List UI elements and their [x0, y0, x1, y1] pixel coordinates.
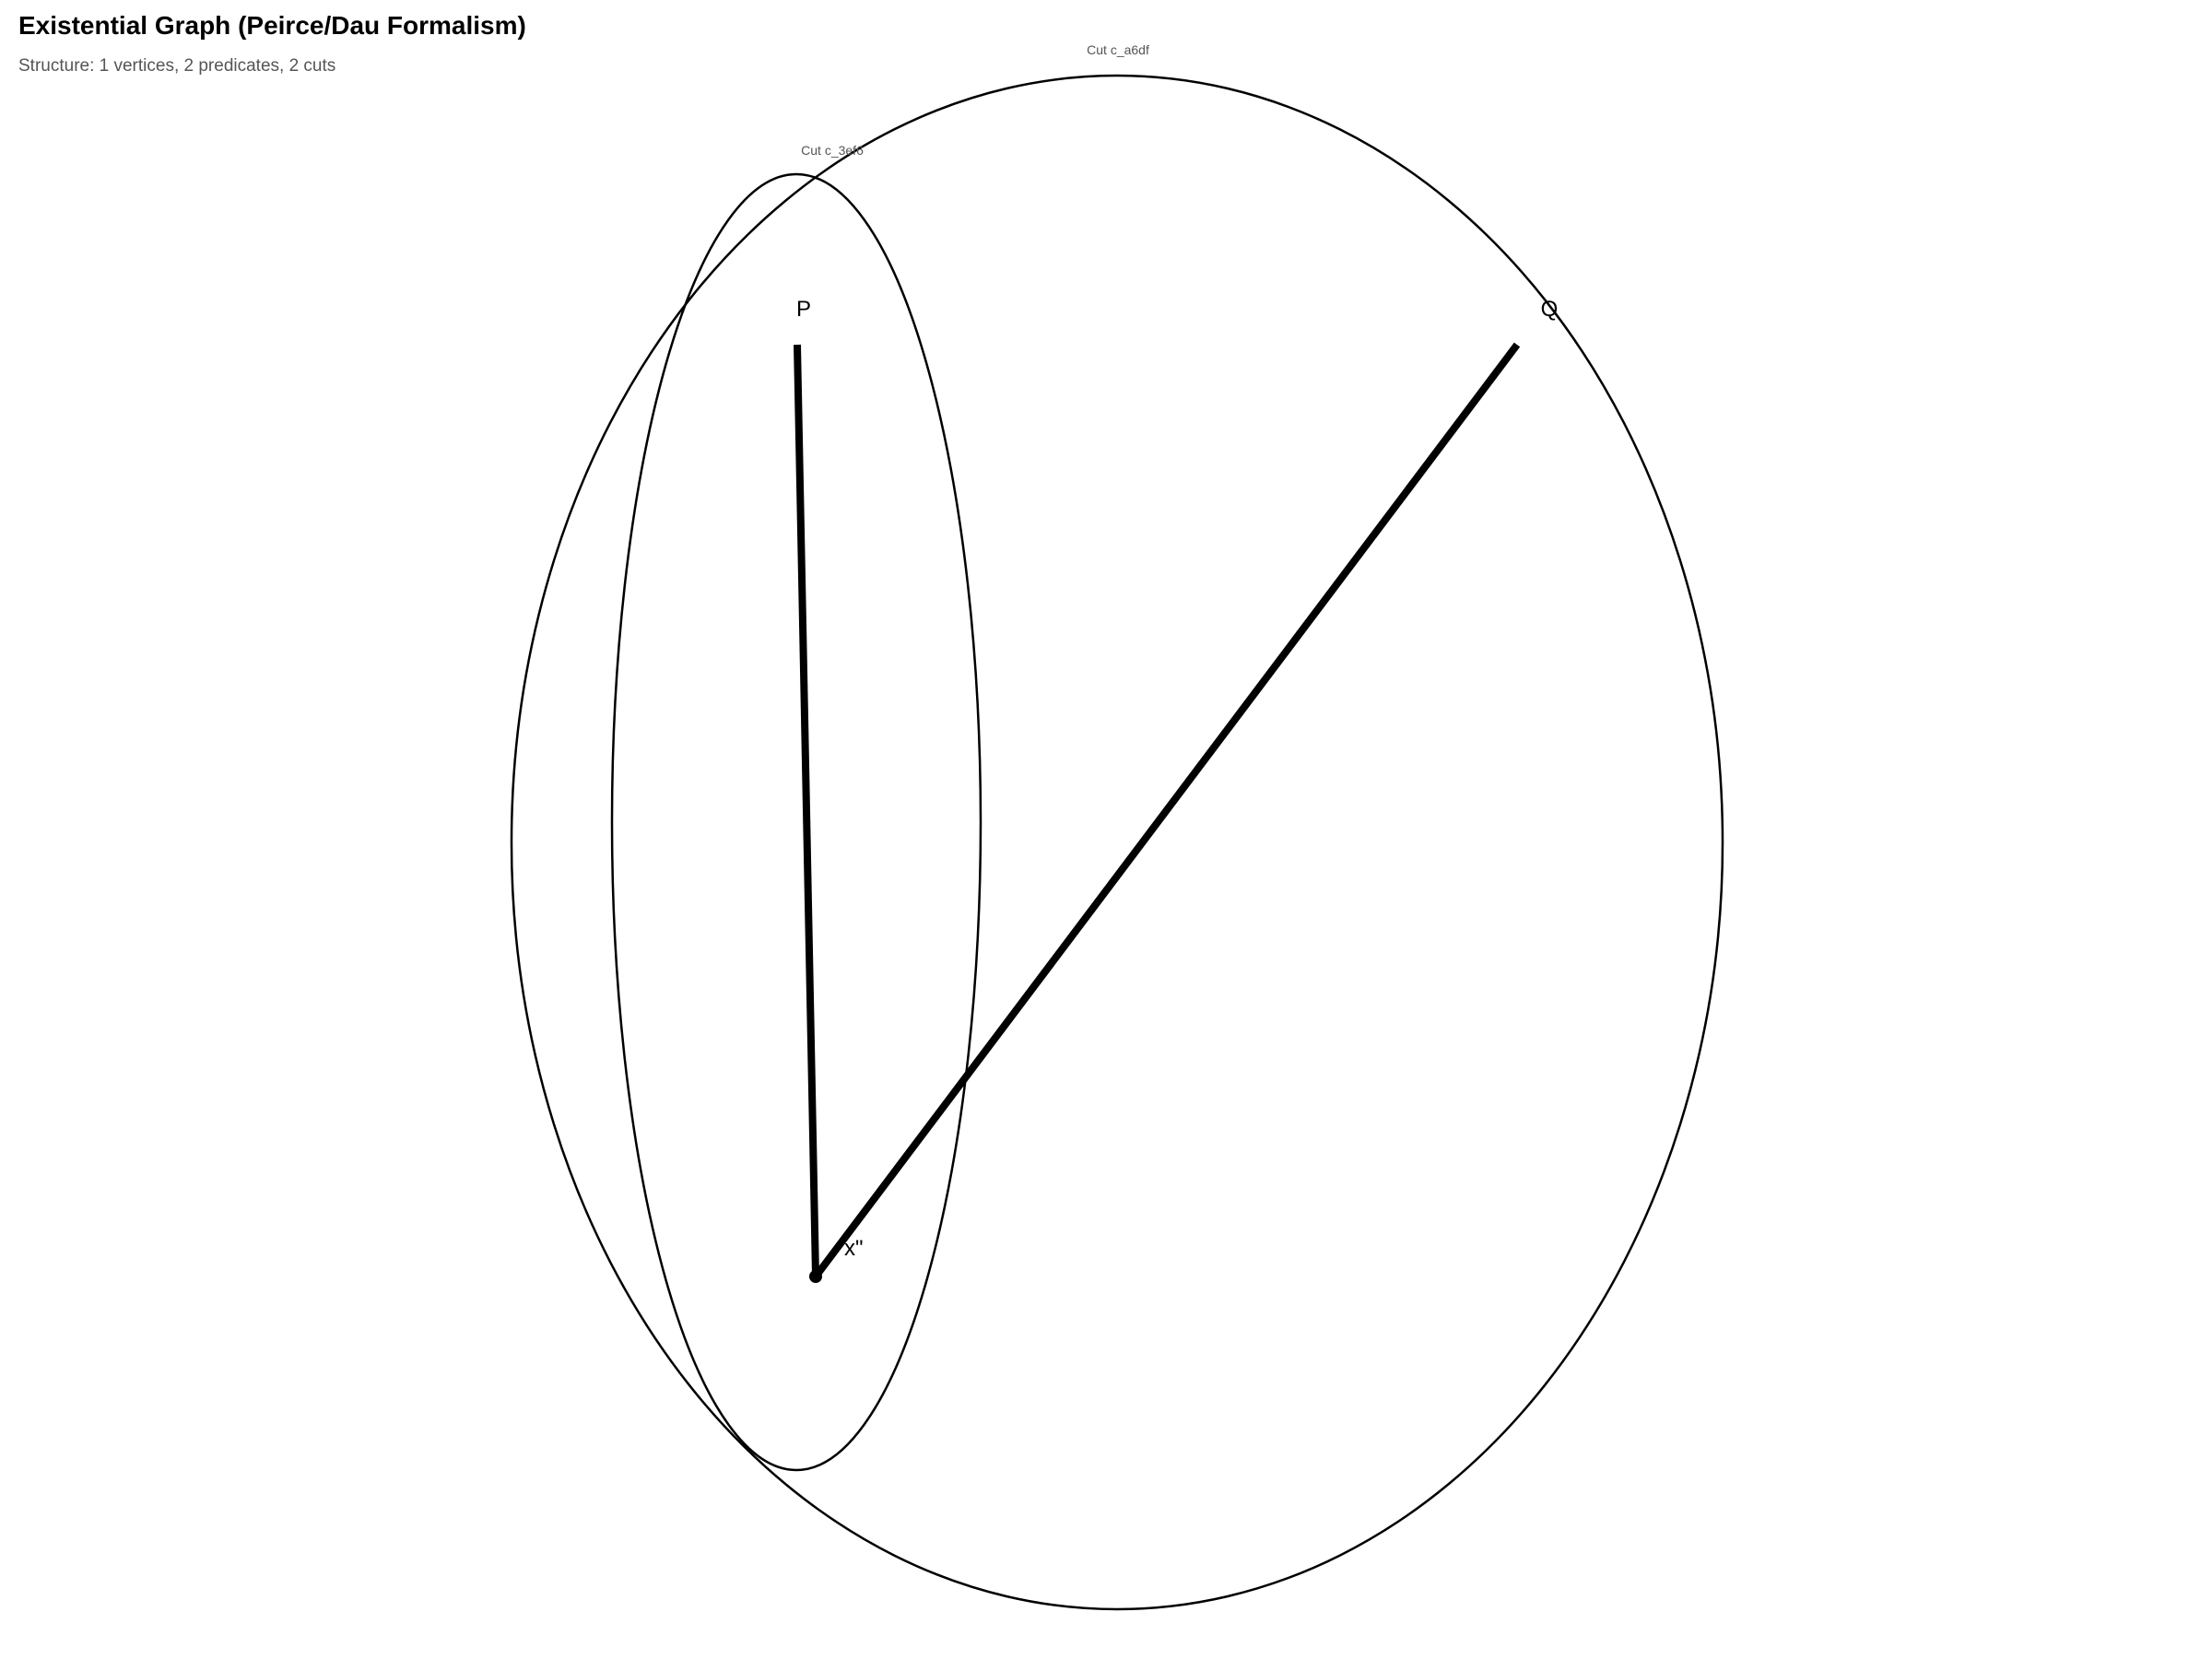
ligature-p-x[interactable]: [794, 344, 819, 1277]
cut-outer[interactable]: [510, 74, 1724, 1611]
page-subtitle: Structure: 1 vertices, 2 predicates, 2 c…: [18, 56, 336, 76]
cut-inner-label: Cut c_3ef6: [801, 143, 864, 158]
page-title: Existential Graph (Peirce/Dau Formalism): [18, 11, 526, 40]
vertex-x-label: x": [844, 1236, 864, 1261]
predicate-p-label[interactable]: P: [796, 297, 811, 322]
cut-outer-label: Cut c_a6df: [1087, 42, 1149, 57]
ligature-q-x[interactable]: [812, 342, 1521, 1279]
vertex-dot[interactable]: [809, 1270, 822, 1283]
predicate-q-label[interactable]: Q: [1541, 297, 1559, 322]
cut-inner[interactable]: [610, 172, 982, 1472]
